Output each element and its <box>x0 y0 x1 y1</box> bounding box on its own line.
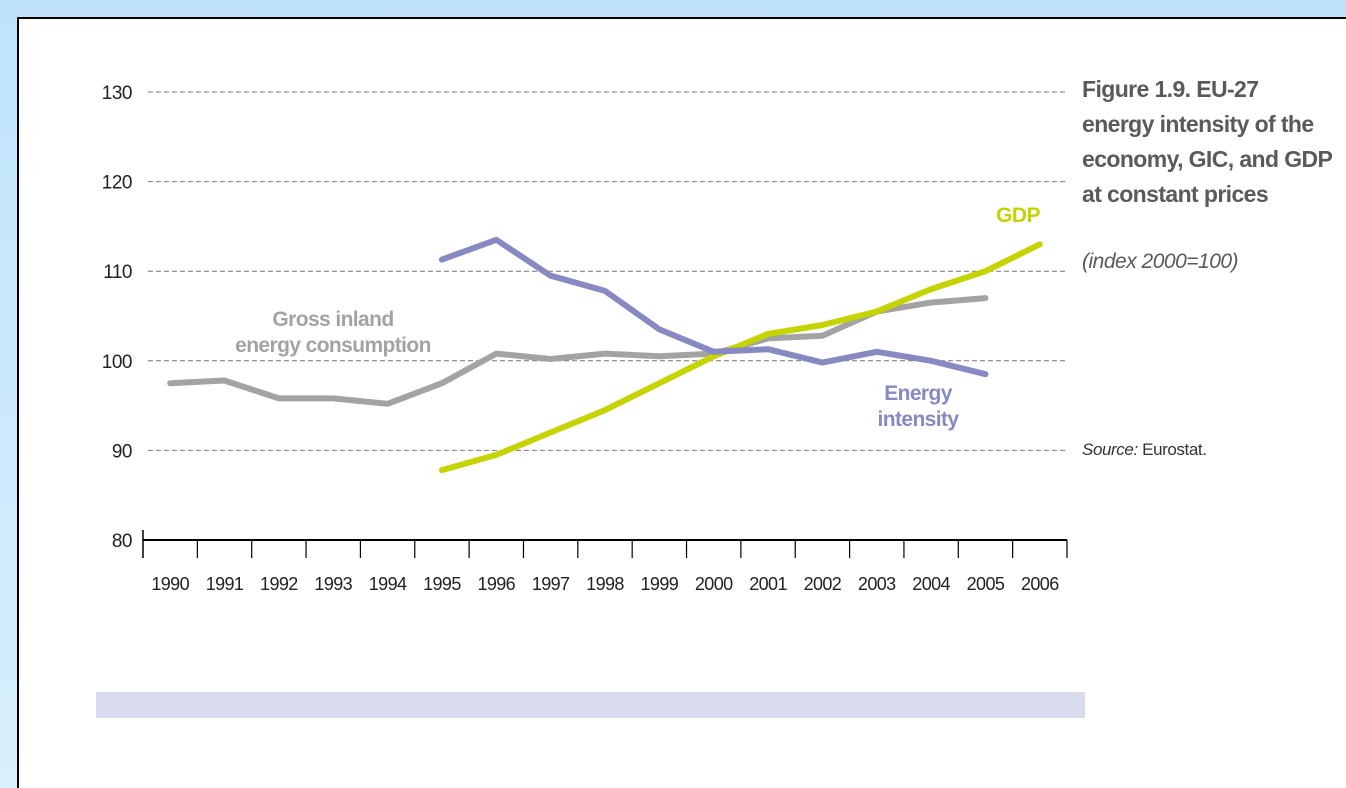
panel <box>17 17 1346 788</box>
footer-bar <box>96 692 1085 718</box>
y-tick-label: 90 <box>112 441 132 462</box>
x-tick-label: 1991 <box>206 574 244 594</box>
x-tick-label: 2002 <box>804 574 842 594</box>
y-tick-label: 110 <box>103 262 132 283</box>
series-label-line: Gross inland <box>272 308 393 331</box>
source: Source: Eurostat. <box>1082 440 1332 460</box>
x-tick-label: 2000 <box>695 574 733 594</box>
series-line <box>438 241 1043 474</box>
series-label-line: GDP <box>996 204 1040 227</box>
chart-title: Figure 1.9. EU-27 energy intensity of th… <box>1082 76 1332 207</box>
y-tick-label: 120 <box>102 173 132 194</box>
chart-subtitle: (index 2000=100) <box>1082 250 1239 273</box>
series-line <box>438 236 989 378</box>
x-tick-label: 2001 <box>749 574 787 594</box>
x-tick-label: 2006 <box>1021 574 1059 594</box>
series-label-line: energy consumption <box>235 334 431 357</box>
x-tick-label: 2004 <box>912 574 950 594</box>
x-tick-label: 1992 <box>260 574 298 594</box>
x-tick-label: 1995 <box>423 574 461 594</box>
source-label: Source: <box>1082 440 1138 459</box>
x-tick-label: 1994 <box>369 574 407 594</box>
series-label: GDP <box>996 204 1040 227</box>
x-tick-label: 1999 <box>641 574 679 594</box>
x-tick-label: 1990 <box>151 574 189 594</box>
series-label: Energy intensity <box>878 382 960 431</box>
x-tick-label: 2005 <box>967 574 1005 594</box>
x-tick-label: 1993 <box>314 574 352 594</box>
series-label-line: Energy <box>884 382 953 405</box>
x-tick-label: 2003 <box>858 574 896 594</box>
y-tick-label: 130 <box>102 83 132 104</box>
source-text: Eurostat. <box>1142 440 1207 459</box>
x-tick-label: 1996 <box>477 574 515 594</box>
series-label: Gross inland energy consumption <box>235 308 431 357</box>
x-tick-label: 1997 <box>532 574 570 594</box>
series-line <box>167 295 989 407</box>
y-tick-label: 80 <box>112 531 132 552</box>
y-tick-label: 100 <box>102 352 132 373</box>
x-tick-label: 1998 <box>586 574 624 594</box>
series-label-line: intensity <box>878 408 960 431</box>
